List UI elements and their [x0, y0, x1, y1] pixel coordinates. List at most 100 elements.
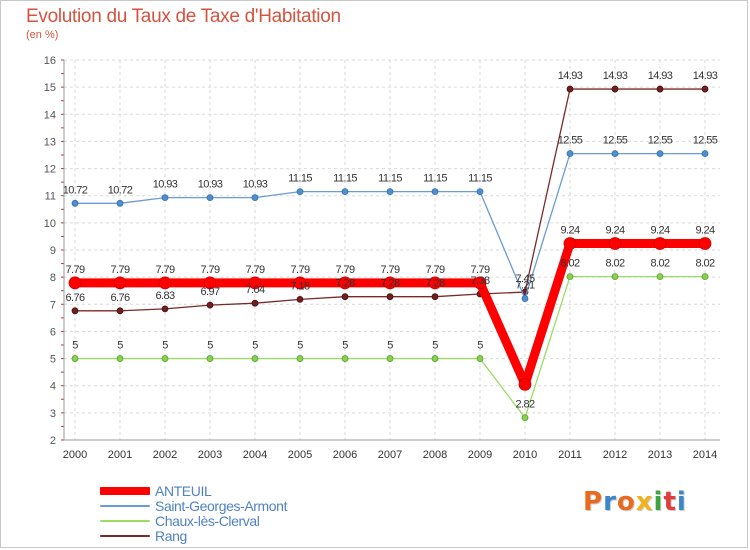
data-point	[341, 293, 349, 301]
data-label: 12.55	[603, 135, 628, 147]
y-tick-label: 3	[50, 408, 56, 420]
x-tick-label: 2008	[423, 449, 447, 461]
data-label: 7.04	[245, 284, 264, 296]
data-point	[698, 237, 712, 250]
y-tick-label: 5	[50, 354, 56, 366]
y-tick-label: 8	[50, 272, 56, 284]
data-point	[203, 276, 217, 290]
data-point	[161, 194, 169, 202]
data-point	[476, 355, 484, 362]
data-label: 11.15	[423, 173, 447, 185]
data-point	[338, 276, 352, 290]
data-label: 7.21	[515, 280, 534, 292]
data-point	[161, 305, 169, 313]
legend-swatch	[100, 487, 150, 495]
data-point	[116, 355, 124, 362]
data-label: 7.79	[65, 264, 84, 276]
data-label: 10.72	[63, 184, 88, 196]
data-label: 7.45	[515, 273, 534, 285]
data-label: 5	[117, 340, 123, 352]
legend-swatch	[100, 520, 150, 522]
data-point	[566, 273, 574, 281]
legend-label: Rang	[155, 528, 187, 544]
data-label: 8.02	[560, 258, 579, 270]
logo-letter: P	[583, 487, 604, 517]
data-point	[206, 194, 214, 202]
data-point	[386, 293, 394, 301]
data-point	[116, 199, 124, 207]
legend-label: Chaux-lès-Clerval	[155, 513, 260, 529]
data-label: 10.93	[198, 179, 223, 191]
data-point	[206, 355, 214, 362]
x-tick-label: 2010	[513, 449, 537, 461]
data-point	[431, 355, 439, 362]
data-point	[653, 237, 667, 250]
data-point	[611, 150, 619, 158]
data-label: 7.79	[290, 264, 309, 276]
data-label: 12.55	[558, 135, 583, 147]
legend-swatch	[100, 535, 150, 537]
data-label: 11.15	[378, 173, 402, 185]
y-tick-label: 13	[44, 136, 56, 148]
data-point	[248, 276, 262, 290]
data-point	[341, 188, 349, 196]
data-point	[656, 150, 664, 158]
data-point	[473, 276, 487, 290]
data-label: 8.02	[650, 258, 669, 270]
data-point	[608, 237, 622, 250]
data-point	[116, 307, 124, 315]
data-label: 8.02	[605, 258, 624, 270]
y-tick-label: 16	[44, 55, 56, 67]
data-label: 5	[72, 340, 78, 352]
data-label: 7.79	[425, 264, 444, 276]
data-label: 12.55	[648, 135, 673, 147]
data-point	[521, 414, 529, 422]
data-label: 10.93	[153, 179, 178, 191]
data-point	[341, 355, 349, 362]
data-label: 6.83	[155, 290, 174, 302]
data-label: 5	[162, 340, 168, 352]
data-label: 7.38	[470, 275, 489, 287]
x-tick-label: 2003	[198, 449, 222, 461]
data-label: 12.55	[693, 135, 718, 147]
data-point	[431, 188, 439, 196]
data-label: 7.28	[335, 278, 354, 290]
data-point	[206, 301, 214, 309]
data-point	[611, 273, 619, 281]
data-label: 11.15	[333, 173, 357, 185]
data-point	[71, 307, 79, 315]
logo-letter: o	[616, 487, 636, 517]
y-tick-label: 9	[50, 245, 56, 257]
logo-letter: x	[635, 487, 654, 517]
data-label: 7.79	[245, 264, 264, 276]
data-point	[566, 85, 574, 93]
data-label: 9.24	[560, 224, 579, 236]
data-point	[563, 237, 577, 250]
data-label: 7.79	[380, 264, 399, 276]
data-point	[386, 355, 394, 362]
data-point	[656, 85, 664, 93]
data-label: 7.79	[110, 264, 129, 276]
data-point	[158, 276, 172, 290]
data-label: 7.28	[425, 278, 444, 290]
data-point	[296, 355, 304, 362]
data-point	[383, 276, 397, 290]
x-tick-label: 2013	[648, 449, 672, 461]
data-point	[431, 293, 439, 301]
data-label: 5	[477, 340, 483, 352]
data-label: 14.93	[603, 70, 628, 82]
data-label: 5	[207, 340, 213, 352]
logo-letter: i	[653, 487, 664, 517]
data-point	[71, 199, 79, 207]
y-tick-label: 7	[50, 299, 56, 311]
legend-label: ANTEUIL	[155, 483, 212, 499]
data-point	[251, 299, 259, 307]
data-point	[521, 295, 529, 302]
data-label: 6.76	[65, 292, 84, 304]
chart-unit: (en %)	[26, 29, 59, 41]
data-point	[161, 355, 169, 362]
data-point	[296, 188, 304, 196]
data-point	[113, 276, 127, 290]
data-label: 9.24	[650, 224, 669, 236]
data-label: 7.79	[470, 264, 489, 276]
